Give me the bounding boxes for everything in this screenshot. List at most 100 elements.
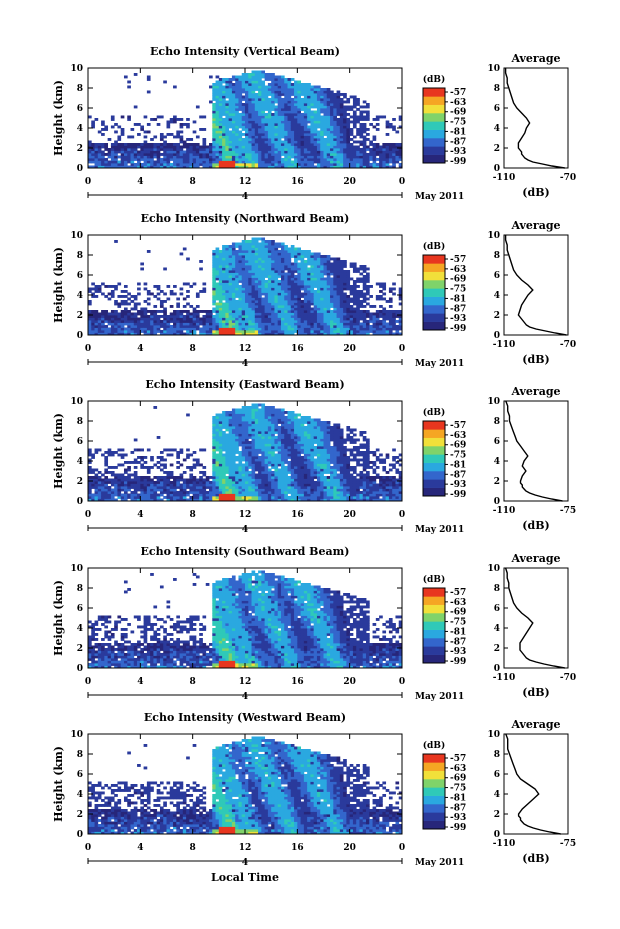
heatmap-cell (294, 93, 298, 96)
heatmap-cell (195, 312, 200, 316)
heatmap-cell (189, 285, 194, 288)
heatmap-cell (97, 327, 102, 331)
heatmap-cell (228, 115, 233, 119)
heatmap-cell (117, 473, 122, 477)
heatmap-cell (316, 143, 321, 146)
heatmap-cell (189, 332, 194, 336)
heatmap-cell (127, 327, 131, 331)
heatmap-cell (267, 125, 272, 129)
heatmap-cell (271, 267, 275, 271)
heatmap-cell (137, 493, 141, 497)
heatmap-cell (212, 300, 216, 303)
heatmap-cell (261, 163, 266, 166)
heatmap-cell (297, 108, 301, 111)
heatmap-cell (169, 150, 174, 154)
heatmap-cell (333, 280, 337, 283)
heatmap-cell (88, 466, 92, 469)
heatmap-cell (146, 310, 151, 313)
heatmap-cell (310, 307, 315, 311)
heatmap-cell (271, 90, 275, 94)
heatmap-cell (277, 125, 282, 129)
heatmap-cell (274, 315, 279, 318)
heatmap-cell (238, 265, 243, 268)
heatmap-cell (369, 148, 373, 151)
heatmap-cell (294, 105, 298, 109)
heatmap-cell (222, 287, 226, 291)
heatmap-cell (156, 158, 161, 161)
heatmap-cell (303, 315, 308, 318)
colorbar-band (423, 129, 445, 139)
heatmap-cell (133, 295, 138, 298)
heatmap-cell (199, 476, 203, 479)
heatmap-cell (316, 317, 321, 321)
heatmap-cell (245, 165, 249, 169)
heatmap-cell (245, 332, 249, 336)
heatmap-cell (218, 277, 223, 281)
heatmap-cell (182, 247, 187, 251)
heatmap-cell (110, 125, 115, 129)
heatmap-cell (310, 260, 315, 263)
heatmap-cell (313, 160, 318, 164)
heatmap-cell (245, 257, 249, 261)
heatmap-cell (267, 140, 272, 144)
heatmap-cell (104, 165, 109, 169)
heatmap-cell (169, 448, 174, 452)
heatmap-cell (310, 125, 315, 129)
heatmap-cell (264, 90, 269, 94)
heatmap-cell (202, 498, 207, 502)
heatmap-cell (346, 138, 351, 141)
heatmap-cell (339, 275, 344, 278)
heatmap-cell (284, 315, 288, 318)
heatmap-cell (323, 130, 328, 134)
heatmap-cell (362, 332, 367, 336)
heatmap-cell (245, 262, 249, 266)
heatmap-cell (166, 125, 171, 129)
heatmap-cell (156, 483, 161, 487)
heatmap-cell (159, 493, 164, 497)
heatmap-cell (169, 320, 174, 323)
heatmap-cell (130, 498, 135, 502)
heatmap-cell (352, 160, 357, 164)
heatmap-cell (163, 325, 167, 328)
heatmap-cell (202, 128, 207, 131)
heatmap-cell (271, 307, 275, 311)
heatmap-cell (173, 163, 177, 166)
heatmap-cell (251, 332, 256, 336)
heatmap-cell (333, 332, 337, 336)
heatmap-cell (267, 327, 272, 331)
heatmap-cell (290, 262, 295, 266)
heatmap-cell (330, 100, 334, 104)
heatmap-cell (117, 282, 122, 286)
heatmap-cell (267, 262, 272, 266)
heatmap-cell (316, 105, 321, 109)
heatmap-cell (359, 330, 364, 333)
heatmap-cell (107, 448, 112, 452)
heatmap-cell (245, 120, 249, 124)
heatmap-cell (225, 123, 230, 126)
heatmap-cell (228, 135, 233, 139)
heatmap-cell (101, 165, 105, 169)
heatmap-cell (225, 247, 230, 251)
heatmap-cell (192, 153, 197, 156)
heatmap-cell (280, 247, 285, 251)
heatmap-cell (339, 160, 344, 164)
heatmap-cell (330, 292, 334, 296)
heatmap-cell (127, 165, 131, 169)
heatmap-cell (280, 285, 285, 288)
heatmap-cell (323, 93, 328, 96)
heatmap-cell (313, 310, 318, 313)
heatmap-cell (297, 93, 301, 96)
heatmap-cell (127, 155, 131, 159)
heatmap-cell (303, 322, 308, 326)
heatmap-cell (277, 153, 282, 156)
heatmap-cell (228, 275, 233, 278)
heatmap-cell (163, 267, 167, 271)
heatmap-cell (352, 150, 357, 154)
heatmap-cell (91, 481, 95, 484)
heatmap-cell (228, 108, 233, 111)
heatmap-cell (320, 295, 324, 298)
heatmap-cell (169, 486, 174, 489)
heatmap-cell (316, 160, 321, 164)
heatmap-cell (169, 493, 174, 497)
heatmap-cell (107, 481, 112, 484)
